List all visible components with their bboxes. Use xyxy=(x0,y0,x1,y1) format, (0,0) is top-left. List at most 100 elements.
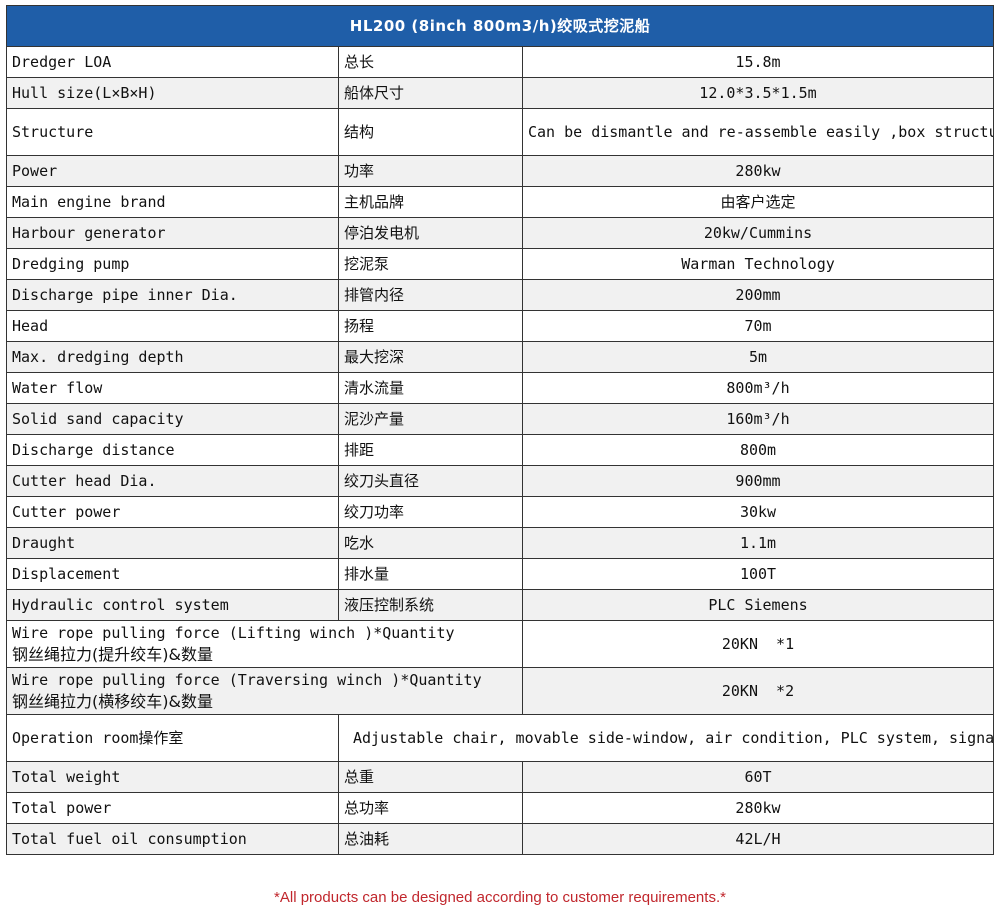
row-label-cn: 总功率 xyxy=(338,792,523,824)
row-label-cn: 功率 xyxy=(338,155,523,187)
row-value: Warman Technology xyxy=(521,248,995,280)
row-label-en: Dredger LOA xyxy=(6,46,339,78)
table-row: Structure 结构 Can be dismantle and re-assem… xyxy=(6,108,995,156)
table-row: Draught 吃水 1.1m xyxy=(6,527,995,559)
row-value: 5m xyxy=(521,341,995,373)
row-label-cn: 排水量 xyxy=(338,558,523,590)
row-label-cn: 排距 xyxy=(338,434,523,466)
spec-table: HL200 (8inch 800m3/h)绞吸式挖泥船 Dredger LOA 总… xyxy=(5,5,995,855)
row-value: 160m³/h xyxy=(521,403,995,435)
row-label-en: Power xyxy=(6,155,339,187)
row-label-cn: 扬程 xyxy=(338,310,523,342)
table-row: Discharge pipe inner Dia. 排管内径 200mm xyxy=(6,279,995,311)
row-label-en: Total power xyxy=(6,792,339,824)
row-label-en: Cutter head Dia. xyxy=(6,465,339,497)
row-value: 900mm xyxy=(521,465,995,497)
row-label-en: Dredging pump xyxy=(6,248,339,280)
row-value: 20KN *1 xyxy=(521,620,995,668)
row-value: 42L/H xyxy=(521,823,995,855)
row-label-en: Hull size(L×B×H) xyxy=(6,77,339,109)
row-label-en: Wire rope pulling force (Traversing winc… xyxy=(12,671,482,689)
row-label-cn: 钢丝绳拉力(横移绞车)&数量 xyxy=(12,692,213,711)
table-row: Power 功率 280kw xyxy=(6,155,995,187)
table-row: Cutter power 绞刀功率 30kw xyxy=(6,496,995,528)
row-label-cn: 绞刀头直径 xyxy=(338,465,523,497)
table-row: Displacement 排水量 100T xyxy=(6,558,995,590)
row-value: 800m xyxy=(521,434,995,466)
row-label-cn: 结构 xyxy=(338,108,523,156)
row-value: 20KN *2 xyxy=(521,667,995,715)
row-label-en: Structure xyxy=(6,108,339,156)
row-label-en: Head xyxy=(6,310,339,342)
row-label-cn: 最大挖深 xyxy=(338,341,523,373)
table-title: HL200 (8inch 800m3/h)绞吸式挖泥船 xyxy=(5,5,995,47)
row-label-combined: Wire rope pulling force (Traversing winc… xyxy=(6,667,523,715)
table-row: Head 扬程 70m xyxy=(6,310,995,342)
table-row: Hydraulic control system 液压控制系统 PLC Siemen… xyxy=(6,589,995,621)
row-label-en: Max. dredging depth xyxy=(6,341,339,373)
footnote: *All products can be designed according … xyxy=(274,889,726,906)
row-label-en: Cutter power xyxy=(6,496,339,528)
row-value: 1.1m xyxy=(521,527,995,559)
row-value: 100T xyxy=(521,558,995,590)
row-value: 800m³/h xyxy=(521,372,995,404)
table-row: Solid sand capacity 泥沙产量 160m³/h xyxy=(6,403,995,435)
row-label-cn: 钢丝绳拉力(提升绞车)&数量 xyxy=(12,645,213,664)
title-row: HL200 (8inch 800m3/h)绞吸式挖泥船 xyxy=(5,5,995,47)
row-label-en: Discharge pipe inner Dia. xyxy=(6,279,339,311)
table-row: Wire rope pulling force (Lifting winch )… xyxy=(6,620,995,668)
row-label-en: Harbour generator xyxy=(6,217,339,249)
row-value: 280kw xyxy=(521,792,995,824)
row-value: PLC Siemens xyxy=(521,589,995,621)
row-label-en: Draught xyxy=(6,527,339,559)
table-row: Dredger LOA 总长 15.8m xyxy=(6,46,995,78)
row-label-en: Solid sand capacity xyxy=(6,403,339,435)
table-row: Max. dredging depth 最大挖深 5m xyxy=(6,341,995,373)
table-row: Main engine brand 主机品牌 由客户选定 xyxy=(6,186,995,218)
row-label-cn: 液压控制系统 xyxy=(338,589,523,621)
table-row: Dredging pump 挖泥泵 Warman Technology xyxy=(6,248,995,280)
table-row: Total power 总功率 280kw xyxy=(6,792,995,824)
row-label-cn: 清水流量 xyxy=(338,372,523,404)
row-label-cn: 停泊发电机 xyxy=(338,217,523,249)
row-label-cn: 绞刀功率 xyxy=(338,496,523,528)
row-value: 30kw xyxy=(521,496,995,528)
row-label-en: Displacement xyxy=(6,558,339,590)
row-label-en: Wire rope pulling force (Lifting winch )… xyxy=(12,624,455,642)
row-label-en: Main engine brand xyxy=(6,186,339,218)
row-value: 20kw/Cummins xyxy=(521,217,995,249)
table-row: Total weight 总重 60T xyxy=(6,761,995,793)
row-value: Adjustable chair, movable side-window, a… xyxy=(337,714,995,762)
row-label-operation-room: Operation room操作室 xyxy=(6,714,339,762)
row-value: Can be dismantle and re-assemble easily … xyxy=(521,108,995,156)
row-label-combined: Wire rope pulling force (Lifting winch )… xyxy=(6,620,523,668)
row-label-cn: 排管内径 xyxy=(338,279,523,311)
row-label-en: Hydraulic control system xyxy=(6,589,339,621)
row-value: 12.0*3.5*1.5m xyxy=(521,77,995,109)
table-row: Cutter head Dia. 绞刀头直径 900mm xyxy=(6,465,995,497)
table-row: Total fuel oil consumption 总油耗 42L/H xyxy=(6,823,995,855)
row-label-en: Discharge distance xyxy=(6,434,339,466)
row-value: 60T xyxy=(521,761,995,793)
row-label-en: Water flow xyxy=(6,372,339,404)
table-row: Hull size(L×B×H) 船体尺寸 12.0*3.5*1.5m xyxy=(6,77,995,109)
row-label-cn: 总重 xyxy=(338,761,523,793)
table-row: Harbour generator 停泊发电机 20kw/Cummins xyxy=(6,217,995,249)
row-label-cn: 泥沙产量 xyxy=(338,403,523,435)
row-label-cn: 总长 xyxy=(338,46,523,78)
table-row: Wire rope pulling force (Traversing winc… xyxy=(6,667,995,715)
row-label-cn: 船体尺寸 xyxy=(338,77,523,109)
row-value: 15.8m xyxy=(521,46,995,78)
row-value: 200mm xyxy=(521,279,995,311)
table-row: Operation room操作室 Adjustable chair, movab… xyxy=(6,714,995,762)
row-value: 由客户选定 xyxy=(521,186,995,218)
table-row: Discharge distance 排距 800m xyxy=(6,434,995,466)
row-label-cn: 主机品牌 xyxy=(338,186,523,218)
row-value: 70m xyxy=(521,310,995,342)
row-label-cn: 挖泥泵 xyxy=(338,248,523,280)
row-value: 280kw xyxy=(521,155,995,187)
row-label-cn: 总油耗 xyxy=(338,823,523,855)
spec-sheet: HL200 (8inch 800m3/h)绞吸式挖泥船 Dredger LOA 总… xyxy=(5,5,995,855)
table-row: Water flow 清水流量 800m³/h xyxy=(6,372,995,404)
row-label-cn: 吃水 xyxy=(338,527,523,559)
